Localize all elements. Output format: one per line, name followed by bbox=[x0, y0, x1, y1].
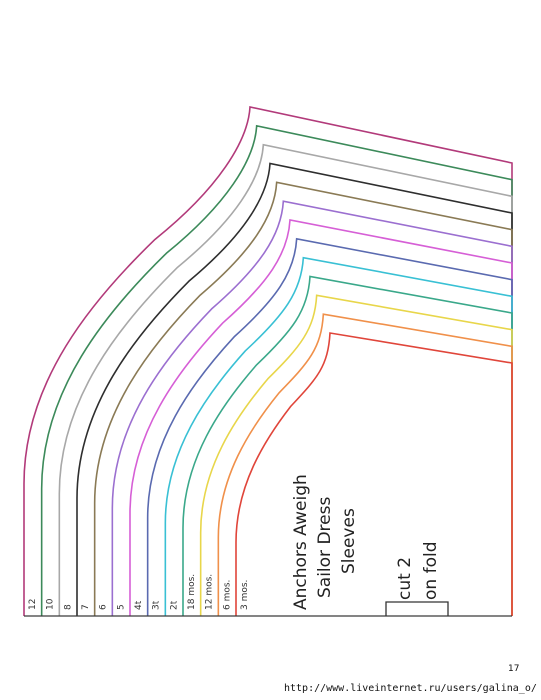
size-label: 2t bbox=[169, 600, 179, 610]
pattern-title-line-3: Sleeves bbox=[339, 508, 359, 574]
size-label: 7 bbox=[81, 604, 91, 610]
size-line-5 bbox=[111, 200, 513, 616]
size-line-6 bbox=[93, 181, 513, 616]
pattern-title-line-2: Sailor Dress bbox=[315, 497, 335, 598]
size-label: 6 bbox=[99, 604, 109, 610]
size-line-8 bbox=[58, 143, 513, 616]
size-label: 3t bbox=[152, 600, 162, 610]
cut-instruction-line-2: on fold bbox=[421, 542, 441, 600]
pattern-title-line-1: Anchors Aweigh bbox=[291, 474, 311, 610]
size-label: 6 mos. bbox=[222, 580, 232, 610]
size-label: 5 bbox=[116, 604, 126, 610]
size-line-3t bbox=[146, 237, 513, 616]
size-line-6-mos bbox=[217, 313, 513, 616]
size-labels: 12 10 8 7 6 5 4t 3t 2t 18 mos. 12 mos. 6 mos. 3 mos. bbox=[28, 574, 250, 610]
fold-marker-bracket bbox=[385, 601, 449, 616]
size-line-12 bbox=[23, 106, 513, 616]
size-label: 3 mos. bbox=[240, 580, 250, 610]
size-label: 8 bbox=[63, 604, 73, 610]
size-line-10 bbox=[40, 124, 513, 616]
size-line-12-mos bbox=[199, 294, 513, 616]
size-line-7 bbox=[76, 162, 513, 616]
source-watermark: http://www.liveinternet.ru/users/galina_… bbox=[284, 683, 537, 694]
size-label: 12 mos. bbox=[205, 574, 215, 610]
cut-instruction-line-1: cut 2 bbox=[395, 557, 415, 600]
size-line-2t bbox=[164, 256, 513, 616]
size-cutting-lines bbox=[23, 106, 513, 616]
size-line-3-mos bbox=[235, 332, 513, 616]
size-line-18-mos bbox=[182, 275, 513, 616]
size-label: 12 bbox=[28, 599, 38, 610]
size-label: 18 mos. bbox=[187, 574, 197, 610]
page-number: 17 bbox=[508, 664, 520, 674]
size-line-4t bbox=[129, 219, 513, 616]
size-label: 4t bbox=[134, 600, 144, 610]
size-label: 10 bbox=[46, 598, 56, 610]
